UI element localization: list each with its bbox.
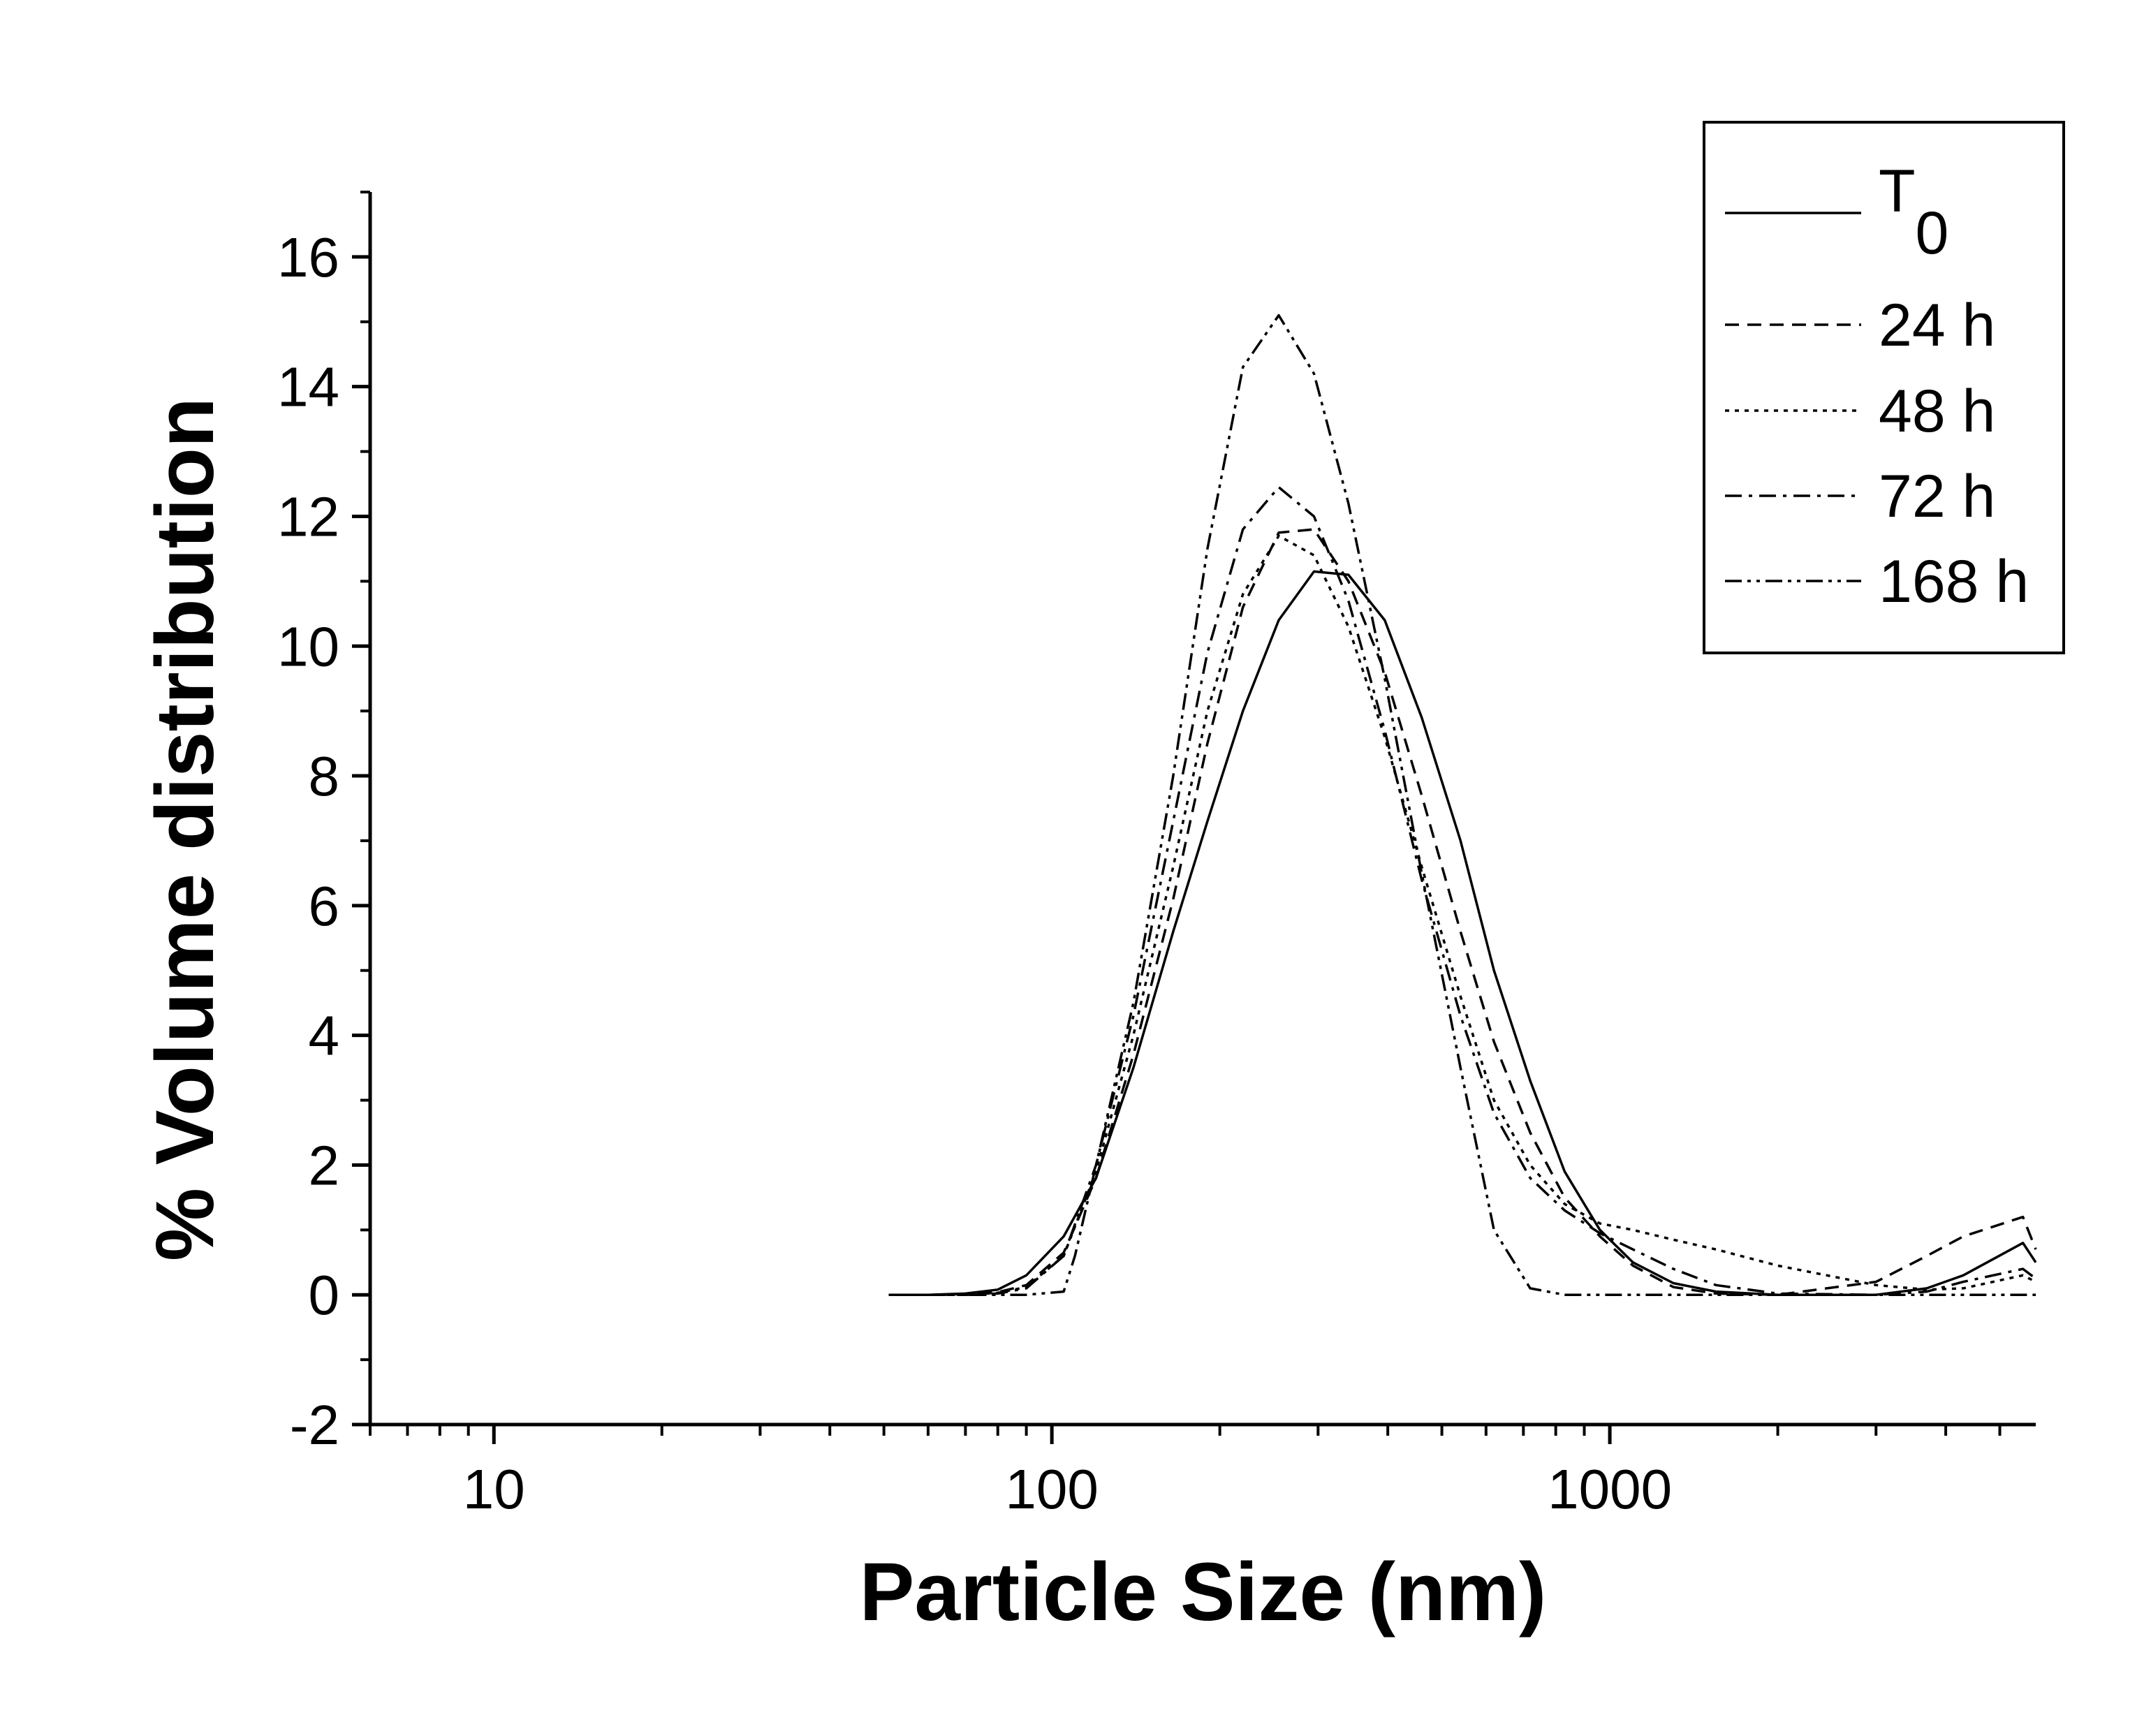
y-tick-label: 4 xyxy=(309,1005,340,1067)
legend-label-4: 168 h xyxy=(1879,548,2029,615)
series-line-3 xyxy=(888,485,2037,1296)
series-line-4 xyxy=(888,314,2036,1296)
data-series xyxy=(888,314,2037,1296)
legend-label-2: 48 h xyxy=(1879,378,1995,445)
y-tick-label: 12 xyxy=(277,485,339,547)
x-tick-label: 1000 xyxy=(1548,1458,1672,1520)
legend-label-1: 24 h xyxy=(1879,292,1995,359)
y-tick-label: 6 xyxy=(309,875,340,937)
y-tick-label: -2 xyxy=(290,1394,339,1456)
y-tick-label: 0 xyxy=(309,1264,340,1326)
legend-box xyxy=(1703,121,2065,654)
y-tick-label: 2 xyxy=(309,1134,340,1196)
x-axis-title: Particle Size (nm) xyxy=(860,1546,1547,1638)
x-tick-label: 10 xyxy=(463,1458,525,1520)
legend-label-0: T0 xyxy=(1879,158,1948,267)
axis-ticks: -2 0 2 4 6 8 10 12 14 16 10 100 1000 xyxy=(277,191,2002,1520)
legend: T0 24 h 48 h 72 h 168 h xyxy=(1703,121,2065,654)
y-axis-title: % Volume distribution xyxy=(139,397,231,1261)
y-tick-label: 8 xyxy=(309,745,340,807)
legend-label-3: 72 h xyxy=(1879,463,1995,530)
y-tick-label: 16 xyxy=(277,226,339,288)
x-tick-label: 100 xyxy=(1005,1458,1098,1520)
y-tick-label: 10 xyxy=(277,615,339,677)
axes xyxy=(368,192,2036,1427)
y-tick-label: 14 xyxy=(277,356,339,418)
